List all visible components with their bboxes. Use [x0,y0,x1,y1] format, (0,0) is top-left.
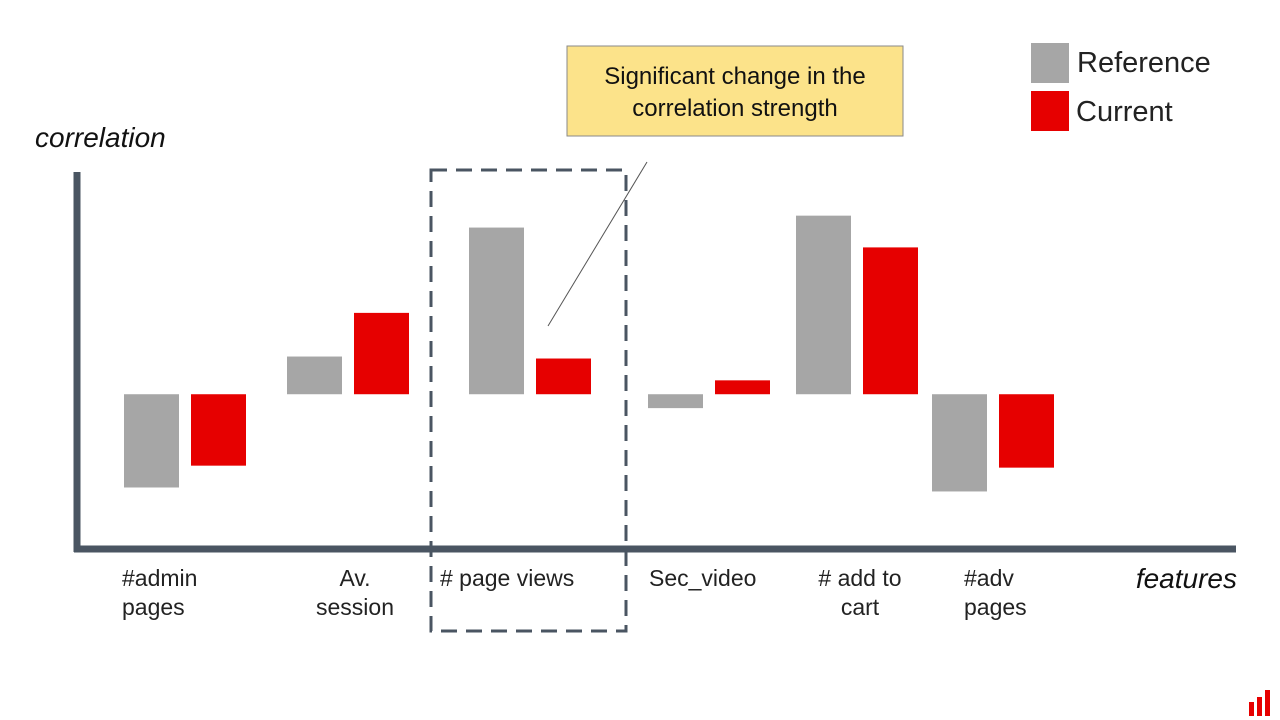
legend-swatch-current [1031,91,1069,131]
legend-swatch-reference [1031,43,1069,83]
bar-current-5 [999,394,1054,468]
bar-reference-5 [932,394,987,492]
bar-reference-2 [469,227,524,395]
category-label-3: Sec_video [649,565,756,591]
category-label-4-line-1: cart [841,594,880,620]
callout-line-1: Significant change in the [604,63,866,90]
bar-current-4 [863,247,918,395]
legend: Reference Current [1031,43,1211,131]
category-label-0-line-0: #admin [122,565,197,591]
category-label-0-line-1: pages [122,594,185,620]
category-label-4-line-0: # add to [818,565,901,591]
bar-current-2 [536,358,591,395]
category-label-5-line-1: pages [964,594,1027,620]
category-label-5-line-0: #adv [964,565,1014,591]
bars [124,215,1054,492]
bar-current-0 [191,394,246,466]
bar-reference-0 [124,394,179,488]
callout-pointer [547,161,648,327]
highlight-box [429,168,628,633]
category-label-1-line-0: Av. [339,565,370,591]
legend-label-reference: Reference [1077,47,1211,79]
bar-reference-3 [648,394,703,409]
y-axis-label: correlation [35,122,166,153]
bar-current-1 [354,312,409,395]
category-label-1-line-1: session [316,594,394,620]
category-labels: #admin pages Av. session # page views Sec_vid… [122,565,1027,620]
bar-reference-4 [796,215,851,395]
legend-label-current: Current [1076,96,1173,128]
x-axis-label: features [1136,563,1237,594]
bar-reference-1 [287,356,342,395]
bar-chart-logo-icon [1249,690,1270,716]
bar-current-3 [715,380,770,395]
callout-line-2: correlation strength [632,95,837,122]
callout-box [566,45,904,137]
category-label-2: # page views [440,565,574,591]
